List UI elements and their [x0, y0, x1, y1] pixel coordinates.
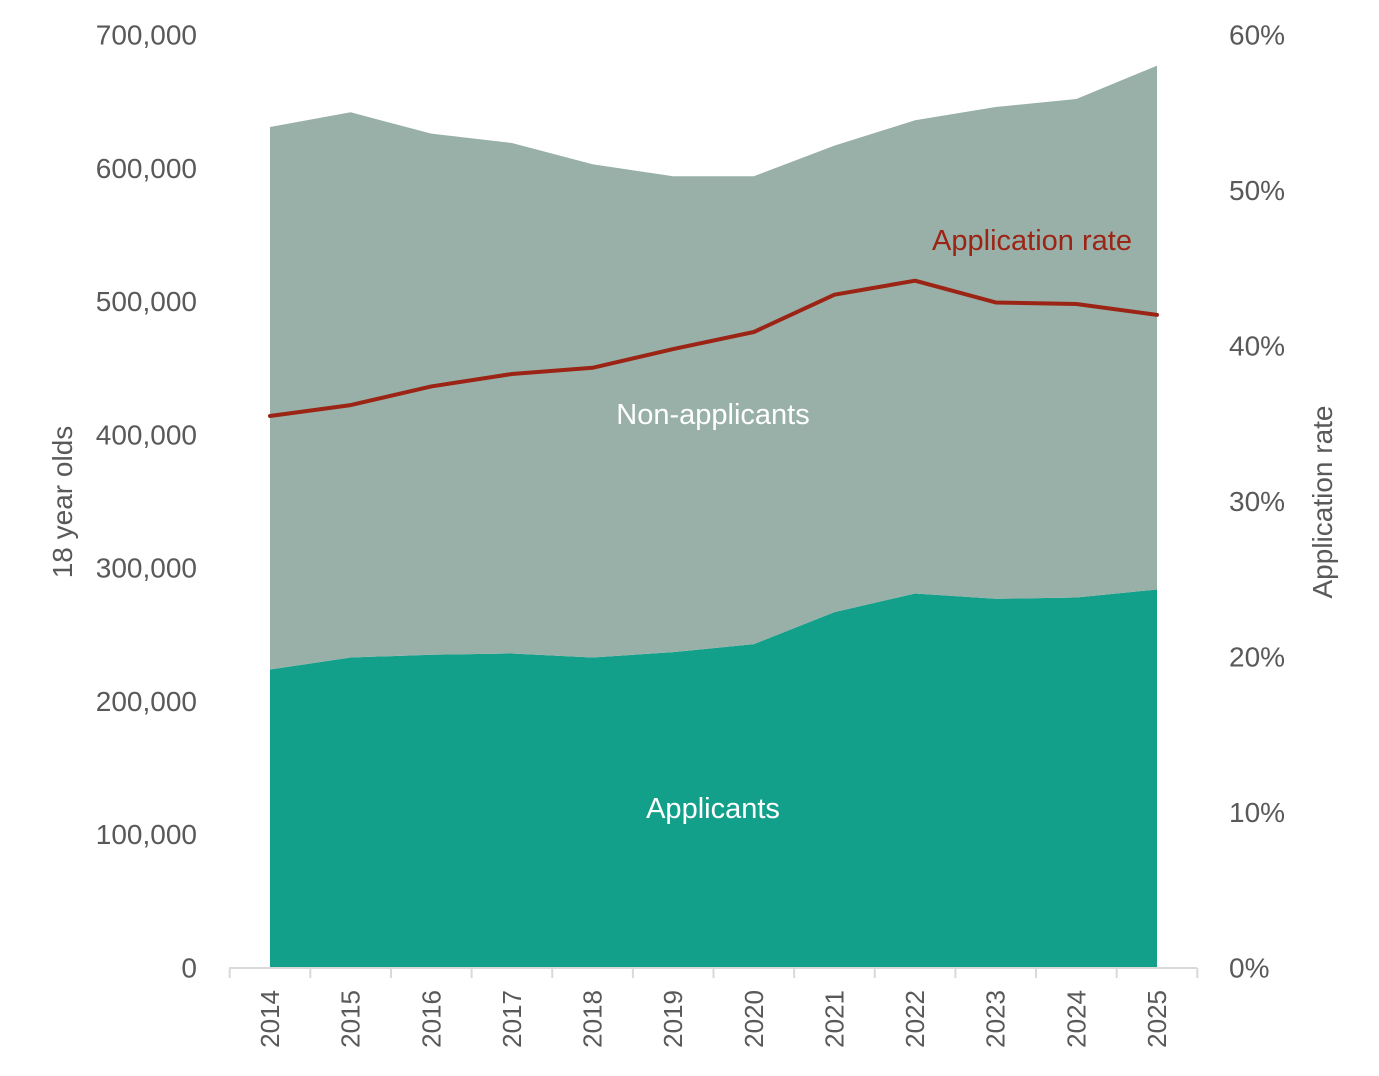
right-tick-label: 10%	[1229, 797, 1285, 828]
left-tick-label: 0	[181, 953, 197, 984]
right-axis-ticks: 0% 10% 20% 30% 40% 50% 60%	[1229, 20, 1285, 984]
applicants-area	[270, 589, 1157, 968]
application-rate-label: Application rate	[932, 225, 1132, 257]
right-tick-label: 20%	[1229, 642, 1285, 673]
non-applicants-area	[270, 65, 1157, 670]
right-tick-label: 30%	[1229, 486, 1285, 517]
x-tick-label: 2023	[981, 990, 1011, 1048]
area-layer	[270, 65, 1157, 968]
right-tick-label: 0%	[1229, 953, 1269, 984]
right-axis-title: Application rate	[1307, 405, 1338, 598]
right-tick-label: 60%	[1229, 20, 1285, 51]
left-tick-label: 100,000	[96, 819, 197, 850]
applicants-label: Applicants	[646, 793, 780, 825]
rate-line-layer	[268, 278, 1159, 418]
application-rate-line	[268, 278, 1159, 418]
x-tick-label: 2016	[416, 990, 446, 1048]
left-tick-label: 200,000	[96, 686, 197, 717]
left-tick-label: 500,000	[96, 286, 197, 317]
x-tick-label: 2021	[819, 990, 849, 1048]
right-tick-label: 40%	[1229, 331, 1285, 362]
left-axis-ticks: 0 100,000 200,000 300,000 400,000 500,000 600,…	[96, 20, 197, 984]
x-tick-label: 2018	[578, 990, 608, 1048]
left-tick-label: 700,000	[96, 20, 197, 51]
x-tick-label: 2014	[255, 990, 285, 1048]
left-tick-label: 300,000	[96, 553, 197, 584]
x-tick-label: 2019	[658, 990, 688, 1048]
x-tick-label: 2015	[336, 990, 366, 1048]
left-axis-title: 18 year olds	[47, 426, 78, 579]
left-tick-label: 400,000	[96, 419, 197, 450]
x-tick-label: 2020	[739, 990, 769, 1048]
right-tick-label: 50%	[1229, 175, 1285, 206]
x-tick-label: 2022	[900, 990, 930, 1048]
x-axis-ticks: 2014 2015 2016 2017 2018 2019 2020 2021 2022 2023…	[228, 968, 1199, 1048]
x-tick-label: 2025	[1142, 990, 1172, 1048]
x-tick-label: 2024	[1061, 990, 1091, 1048]
non-applicants-label: Non-applicants	[616, 399, 809, 431]
x-tick-label: 2017	[497, 990, 527, 1048]
left-tick-label: 600,000	[96, 153, 197, 184]
